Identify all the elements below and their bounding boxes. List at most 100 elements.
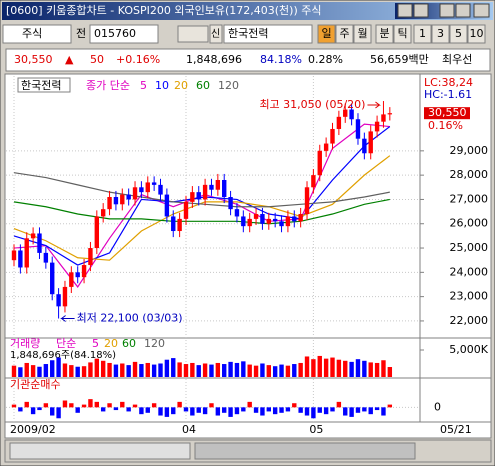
y-tick-label: 26,000 xyxy=(450,217,489,230)
inst-bar xyxy=(43,403,49,408)
candle-body xyxy=(368,131,373,154)
new-btn[interactable] xyxy=(209,24,223,44)
candle-body xyxy=(30,233,36,239)
period-btn[interactable] xyxy=(467,24,486,44)
inst-bar xyxy=(228,407,233,417)
candle-body xyxy=(272,218,278,222)
ma-line xyxy=(13,198,390,225)
vol-bar xyxy=(228,361,233,377)
inst-bar xyxy=(343,407,348,416)
candle-body xyxy=(202,184,208,200)
vol-bar xyxy=(113,364,119,377)
scroll-buttons[interactable] xyxy=(9,442,191,460)
candle-body xyxy=(75,272,80,278)
candle-body xyxy=(126,194,131,200)
vol-bar xyxy=(336,359,342,377)
last-rate: 0.16% xyxy=(428,119,463,132)
vol-bar xyxy=(253,365,259,377)
market-select[interactable] xyxy=(2,24,72,44)
candle-body xyxy=(349,109,354,120)
period-btn[interactable] xyxy=(375,24,394,44)
candle-body xyxy=(323,143,329,151)
candle-body xyxy=(222,180,227,198)
inst-tick-label: 0 xyxy=(434,400,441,413)
x-tick-label: 2009/02 xyxy=(10,423,56,436)
inst-bar xyxy=(81,404,87,408)
scroll-track[interactable] xyxy=(194,442,416,460)
candle-body xyxy=(177,218,182,232)
inst-bar xyxy=(37,407,42,411)
candle-body xyxy=(260,214,265,224)
inst-bar xyxy=(374,407,380,411)
price: 30,550 xyxy=(14,53,53,66)
inst-bar xyxy=(381,407,386,416)
inst-bar xyxy=(323,407,329,415)
y-tick-label: 22,000 xyxy=(450,314,489,327)
vol-bar xyxy=(304,356,310,377)
inst-bar xyxy=(69,403,74,408)
vol-bar xyxy=(164,359,170,377)
vol-bar xyxy=(349,361,354,377)
candle-body xyxy=(330,128,335,144)
legend-item: 60 xyxy=(196,79,210,92)
name-input[interactable] xyxy=(223,24,313,44)
last-date: 05/21 xyxy=(440,423,472,436)
candle-body xyxy=(298,214,303,222)
title-bar xyxy=(2,2,493,20)
period-btn[interactable] xyxy=(335,24,354,44)
inst-bar xyxy=(311,407,316,419)
candle-body xyxy=(183,201,189,219)
candle-body xyxy=(381,114,386,122)
inst-bar xyxy=(139,407,144,415)
inst-bar xyxy=(336,401,342,408)
vol-bar xyxy=(88,362,93,377)
vol-bar xyxy=(69,365,74,377)
btn[interactable] xyxy=(413,3,429,18)
candle-body xyxy=(158,184,163,195)
vol-bar xyxy=(171,358,176,377)
inst-bar xyxy=(145,407,150,413)
legend-item: 20 xyxy=(174,79,188,92)
period-btn[interactable] xyxy=(413,24,432,44)
candle-body xyxy=(132,187,138,200)
y-tick-label: 27,000 xyxy=(450,192,489,205)
vol-bar xyxy=(190,362,195,377)
vol-legend: 120 xyxy=(144,337,165,350)
inst-bar xyxy=(272,407,278,415)
vol-bar xyxy=(343,360,348,377)
candle-body xyxy=(209,184,214,190)
btn[interactable] xyxy=(397,3,413,18)
period-btn[interactable] xyxy=(317,24,336,44)
hc: HC:-1.61 xyxy=(424,88,472,101)
period-btn[interactable] xyxy=(393,24,412,44)
period-btn[interactable] xyxy=(353,24,372,44)
arrow: ▲ xyxy=(65,53,74,66)
btn-max[interactable] xyxy=(455,3,471,18)
inst-bar xyxy=(330,407,335,412)
icon[interactable] xyxy=(177,25,209,43)
candle-body xyxy=(311,175,316,188)
candle-body xyxy=(24,238,29,268)
vol-bar xyxy=(266,365,271,377)
inst-bar xyxy=(196,407,201,413)
vol-bar xyxy=(24,362,29,377)
code-input[interactable] xyxy=(89,24,159,44)
vol-bar xyxy=(11,365,17,377)
inst-bar xyxy=(304,407,310,416)
period-btn[interactable] xyxy=(431,24,450,44)
legend-name: 한국전력 xyxy=(21,79,61,92)
candle-body xyxy=(247,218,252,227)
legend-item: 10 xyxy=(155,79,169,92)
vol-bar xyxy=(151,364,157,377)
inst-bar xyxy=(164,407,170,417)
chart-area xyxy=(4,73,492,439)
btn-close[interactable] xyxy=(473,3,490,18)
candle-body xyxy=(266,218,271,224)
candle-body xyxy=(43,252,49,263)
vol-bar xyxy=(374,362,380,377)
inst-title: 기관순매수 xyxy=(10,378,61,391)
vol-bar xyxy=(30,365,36,377)
period-btn[interactable] xyxy=(449,24,468,44)
btn-min[interactable] xyxy=(439,3,455,18)
